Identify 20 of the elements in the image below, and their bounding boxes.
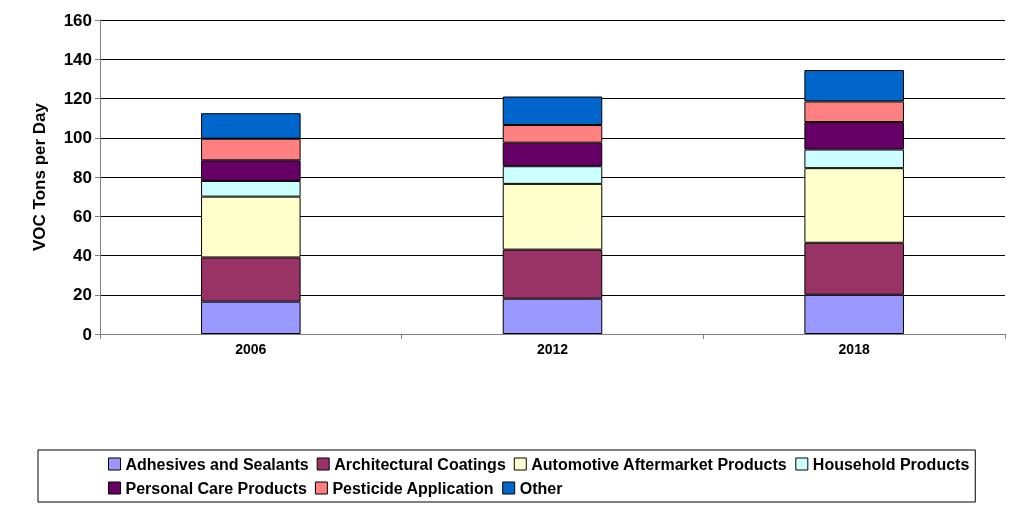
y-tick-label: 80 — [73, 167, 92, 187]
y-tick-label: 20 — [73, 285, 92, 305]
y-tick-label: 0 — [82, 324, 92, 344]
y-tick-label: 160 — [63, 10, 92, 30]
y-tick-label: 120 — [63, 89, 92, 108]
legend-label: Other — [519, 479, 563, 497]
x-tick-label: 2012 — [536, 341, 569, 357]
legend-label: Personal Care Products — [125, 479, 307, 497]
y-tick-label: 60 — [73, 206, 92, 226]
x-tick-label: 2006 — [235, 341, 267, 357]
legend-label: Household Products — [812, 455, 970, 473]
y-tick-label: 100 — [63, 128, 92, 148]
y-axis-title: VOC Tons per Day — [30, 102, 49, 251]
legend-label: Architectural Coatings — [334, 455, 506, 473]
x-tick-label: 2018 — [838, 341, 870, 357]
legend-label: Automotive Aftermarket Products — [531, 455, 787, 473]
legend-label: Pesticide Application — [332, 479, 494, 497]
y-tick-label: 140 — [63, 49, 92, 69]
y-tick-label: 40 — [73, 246, 92, 265]
legend-label: Adhesives and Sealants — [125, 455, 309, 473]
